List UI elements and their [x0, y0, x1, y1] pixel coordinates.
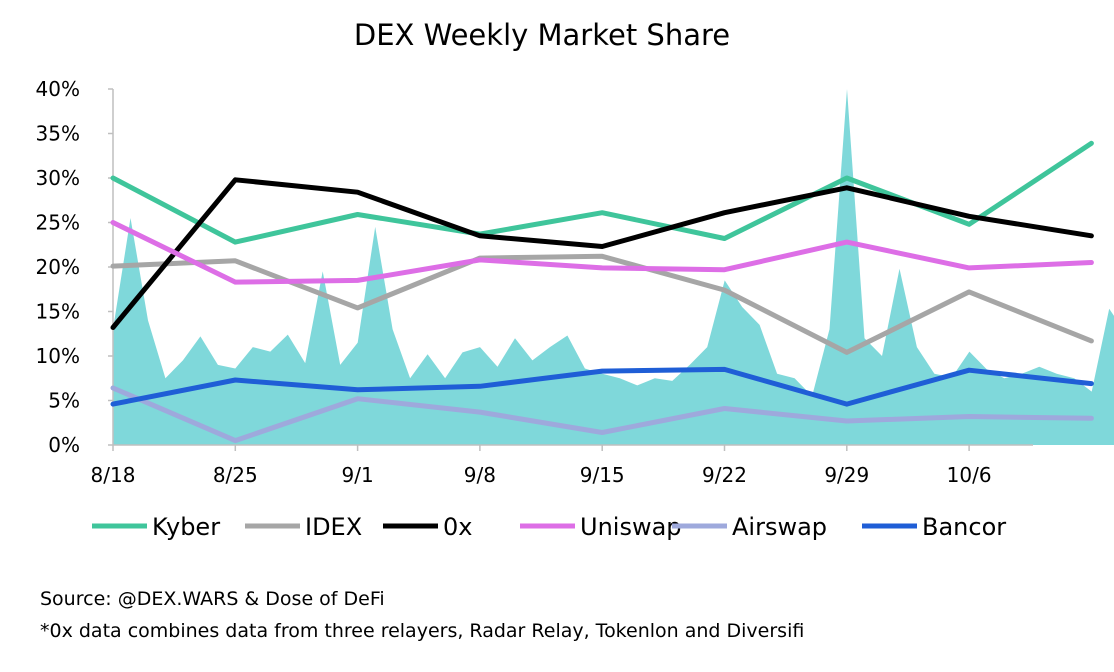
- legend: Kyber IDEX 0x Uniswap Airswap Bancor: [92, 513, 1006, 541]
- series-line-bancor: [110, 366, 1094, 407]
- legend-label-0x: 0x: [443, 513, 472, 541]
- y-tick-label: 0%: [48, 433, 80, 457]
- footnote: *0x data combines data from three relaye…: [40, 620, 805, 642]
- series-line-idex: [110, 253, 1094, 355]
- x-tick-label: 9/8: [464, 463, 496, 487]
- legend-label-airswap: Airswap: [732, 513, 827, 541]
- legend-label-idex: IDEX: [305, 513, 362, 541]
- y-tick-label: 5%: [48, 389, 80, 413]
- y-tick-label: 25%: [36, 211, 80, 235]
- legend-label-uniswap: Uniswap: [580, 513, 682, 541]
- x-tick-label: 9/15: [580, 463, 625, 487]
- x-tick-label: 9/1: [342, 463, 374, 487]
- area-series: [113, 89, 1114, 445]
- y-tick-label: 10%: [36, 344, 80, 368]
- y-tick-label: 40%: [36, 77, 80, 101]
- x-tick-label: 9/22: [702, 463, 747, 487]
- plot-area: 0% 5% 10% 15% 20% 25% 30% 35% 40% 8/18 8/25 9/1 9/8 9…: [36, 77, 1114, 487]
- legend-label-bancor: Bancor: [922, 513, 1006, 541]
- chart-title: DEX Weekly Market Share: [354, 18, 730, 52]
- y-tick-label: 20%: [36, 255, 80, 279]
- x-tick-label: 10/6: [947, 463, 992, 487]
- series-line-uniswap: [110, 220, 1094, 285]
- x-tick-label: 8/25: [213, 463, 258, 487]
- series-line-0x: [110, 177, 1094, 330]
- series-line-airswap: [110, 385, 1094, 444]
- series-line-kyber: [110, 140, 1094, 245]
- source-note: Source: @DEX.WARS & Dose of DeFi: [40, 588, 385, 610]
- x-tick-label: 9/29: [824, 463, 869, 487]
- x-tick-label: 8/18: [91, 463, 136, 487]
- y-tick-label: 35%: [36, 122, 80, 146]
- legend-label-kyber: Kyber: [152, 513, 220, 541]
- y-tick-label: 30%: [36, 166, 80, 190]
- y-tick-label: 15%: [36, 300, 80, 324]
